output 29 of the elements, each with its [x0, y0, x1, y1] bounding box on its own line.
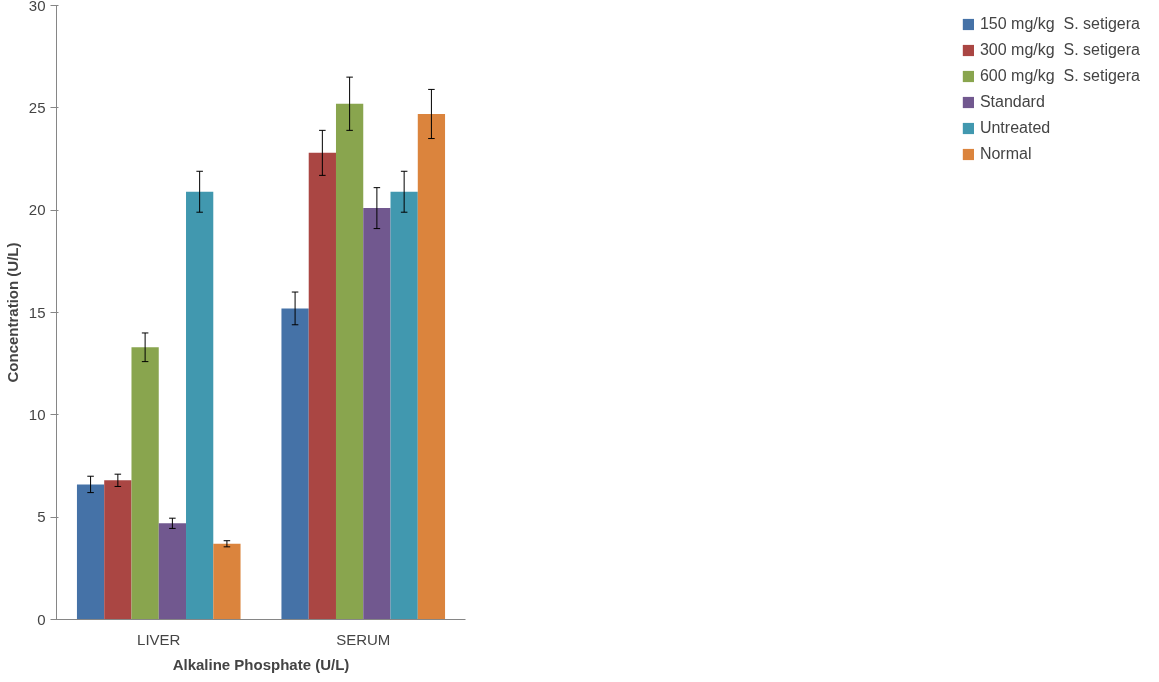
legend-label: Normal — [979, 145, 1032, 163]
bar — [76, 484, 105, 620]
x-tick-label: SERUM — [336, 630, 391, 648]
bar — [213, 543, 241, 620]
y-axis-title: Concentration (U/L) — [3, 242, 21, 383]
legend-label: Standard — [979, 93, 1045, 111]
bar — [186, 191, 214, 620]
y-tick-label: 10 — [28, 405, 46, 423]
y-tick-label: 15 — [28, 303, 46, 321]
bar — [131, 347, 159, 620]
legend-label: 150 mg/kg S. setigera — [979, 15, 1140, 33]
bar — [308, 152, 336, 620]
bar — [335, 103, 364, 620]
y-tick-label: 25 — [28, 98, 46, 116]
legend-label: 300 mg/kg S. setigera — [979, 41, 1140, 59]
legend-label: 600 mg/kg S. setigera — [979, 67, 1140, 85]
bar — [104, 480, 132, 620]
bar — [158, 523, 187, 620]
y-tick-label: 20 — [28, 201, 46, 219]
bar — [390, 191, 418, 620]
x-axis-title: Alkaline Phosphate (U/L) — [172, 655, 350, 673]
bar — [363, 208, 391, 620]
y-tick-label: 0 — [37, 610, 46, 628]
x-tick-label: LIVER — [137, 630, 181, 648]
legend-label: Untreated — [979, 119, 1051, 137]
bar — [417, 113, 446, 620]
y-tick-label: 5 — [37, 508, 46, 526]
bar — [281, 308, 309, 620]
y-tick-label: 30 — [28, 0, 46, 14]
